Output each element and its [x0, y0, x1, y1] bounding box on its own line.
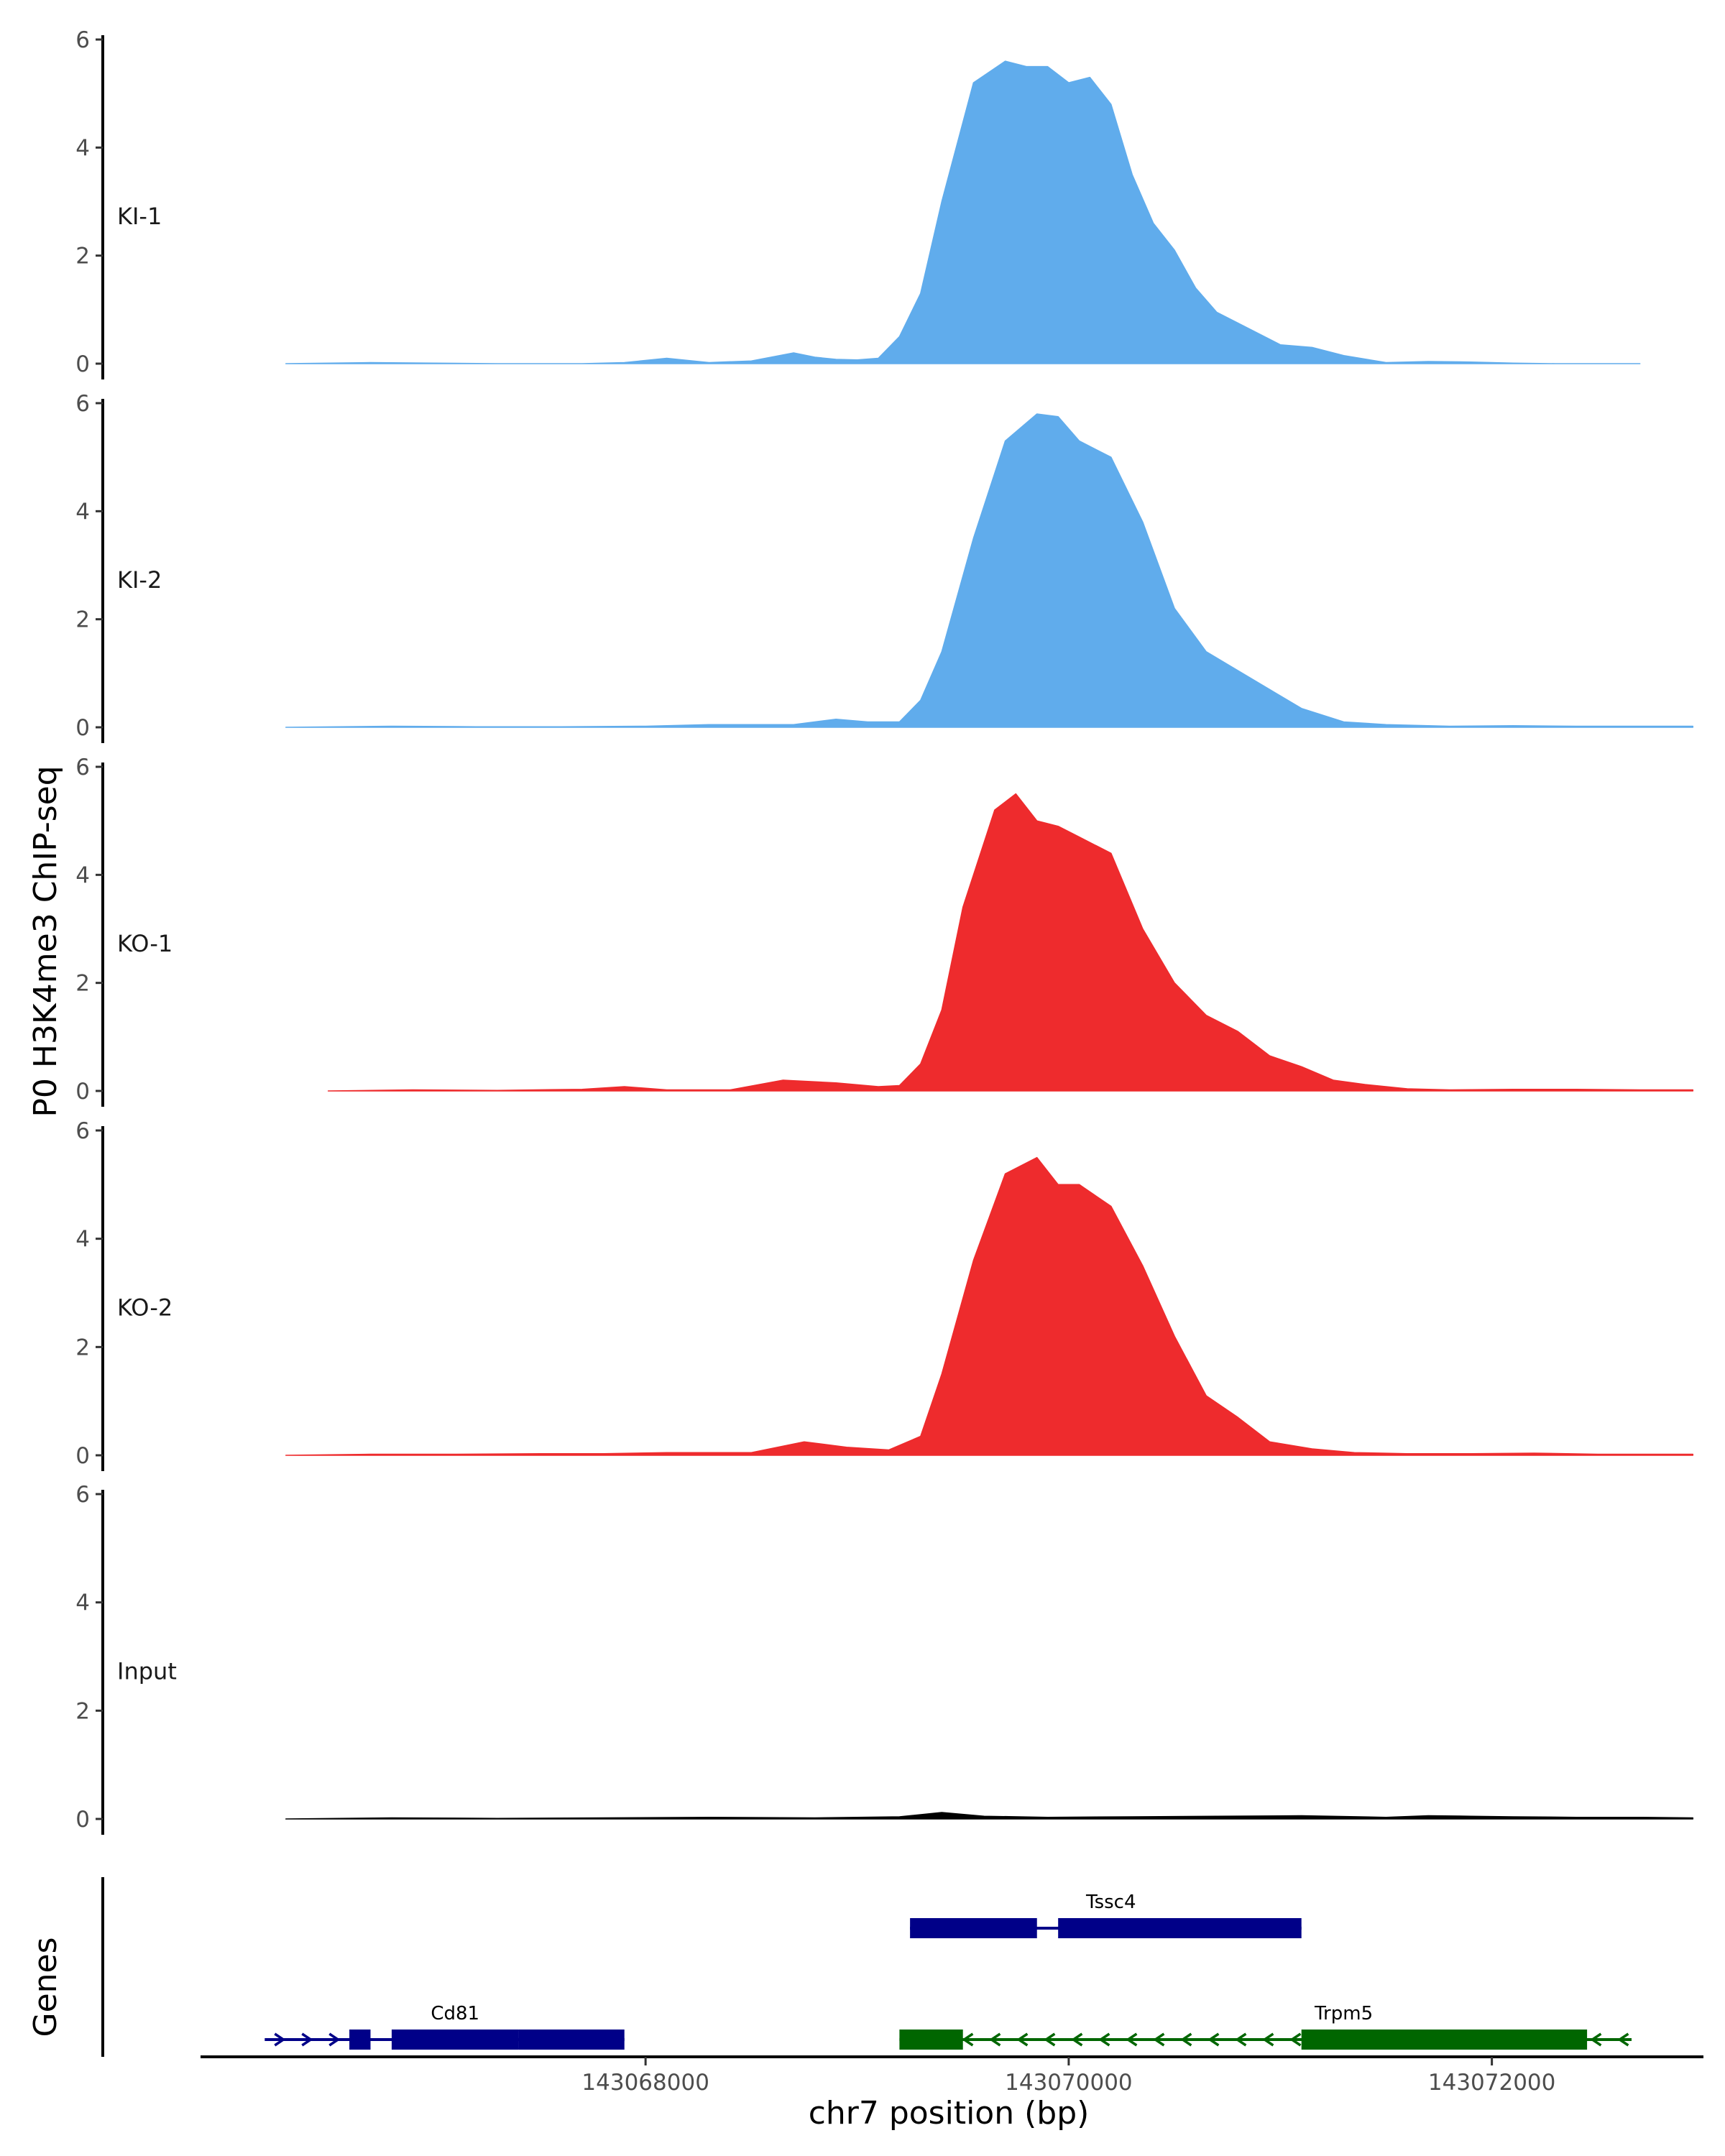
strand-arrow	[1289, 2032, 1302, 2047]
strand-arrow	[274, 2032, 286, 2047]
track-label: KI-1	[117, 203, 162, 230]
y-tick-label: 2	[75, 1698, 90, 1724]
gene-track-title: Genes	[27, 1937, 64, 2037]
strand-arrow	[1071, 2032, 1083, 2047]
track-label: KO-1	[117, 930, 172, 957]
strand-arrow	[1098, 2032, 1110, 2047]
track-label: Input	[117, 1658, 177, 1685]
gene-exon	[899, 2030, 963, 2050]
strand-arrow	[1126, 2032, 1138, 2047]
track-ki-1: 0 2 4 6 KI-1	[75, 27, 1641, 379]
y-tick-label: 2	[75, 1335, 90, 1360]
gene-exon	[349, 2030, 371, 2050]
x-tick-label: 143072000	[1428, 2070, 1556, 2096]
gene-trpm5: Trpm5	[899, 2003, 1632, 2050]
x-tick-label: 143070000	[1005, 2070, 1133, 2096]
strand-arrow	[1044, 2032, 1056, 2047]
y-tick-label: 4	[75, 135, 90, 161]
strand-arrow	[1153, 2032, 1165, 2047]
strand-arrow	[989, 2032, 1001, 2047]
coverage-area	[285, 60, 1641, 364]
strand-arrow	[301, 2032, 313, 2047]
strand-arrow	[1208, 2032, 1220, 2047]
y-tick-label: 0	[75, 1079, 90, 1105]
strand-arrow	[1617, 2032, 1629, 2047]
x-tick-label: 143068000	[581, 2070, 709, 2096]
x-axis-title: chr7 position (bp)	[809, 2095, 1090, 2132]
y-tick-label: 4	[75, 1227, 90, 1253]
y-tick-label: 0	[75, 715, 90, 741]
y-tick-label: 4	[75, 862, 90, 888]
y-tick-label: 0	[75, 1807, 90, 1833]
strand-arrow	[962, 2032, 974, 2047]
gene-label: Cd81	[431, 2003, 479, 2024]
coverage-area	[285, 1156, 1694, 1456]
y-tick-label: 6	[75, 1482, 90, 1508]
track-ki-2: 0 2 4 6 KI-2	[75, 391, 1694, 743]
gene-exon	[910, 1918, 1037, 1938]
gene-label: Trpm5	[1314, 2003, 1373, 2024]
y-tick-label: 4	[75, 1590, 90, 1616]
y-tick-label: 6	[75, 755, 90, 780]
strand-arrow	[328, 2032, 341, 2047]
strand-arrow	[1235, 2032, 1247, 2047]
y-tick-label: 0	[75, 1443, 90, 1469]
gene-exon	[1301, 2030, 1588, 2050]
strand-arrow	[1016, 2032, 1029, 2047]
strand-arrow	[1590, 2032, 1602, 2047]
gene-exon	[518, 2030, 625, 2050]
gene-tssc4: Tssc4	[910, 1892, 1302, 1938]
track-ko-2: 0 2 4 6 KO-2	[75, 1118, 1694, 1471]
y-tick-label: 2	[75, 971, 90, 997]
y-tick-label: 2	[75, 607, 90, 633]
strand-arrow	[1180, 2032, 1192, 2047]
y-tick-label: 6	[75, 391, 90, 417]
track-label: KO-2	[117, 1294, 172, 1322]
y-tick-label: 4	[75, 499, 90, 525]
y-axis-title: P0 H3K4me3 ChIP-seq	[27, 765, 64, 1117]
y-tick-label: 6	[75, 1118, 90, 1144]
y-tick-label: 6	[75, 27, 90, 53]
coverage-area	[327, 793, 1694, 1092]
coverage-area	[285, 1812, 1694, 1820]
coverage-area	[285, 413, 1694, 728]
gene-exon	[1058, 1918, 1302, 1938]
gene-label: Tssc4	[1085, 1892, 1136, 1913]
y-tick-label: 2	[75, 244, 90, 270]
strand-arrow	[1262, 2032, 1274, 2047]
coverage-tracks: 0 2 4 6 KI-1 0 2 4 6 KI-2 0 2 4 6 KO-1 0 2 4 6 KO-2 0 2 4 6 Inpu…	[75, 27, 1694, 1835]
gene-track: Tssc4 Cd81 Trpm5	[101, 1877, 1632, 2057]
track-input: 0 2 4 6 Input	[75, 1482, 1694, 1835]
track-ko-1: 0 2 4 6 KO-1	[75, 755, 1694, 1107]
y-tick-label: 0	[75, 351, 90, 377]
gene-exon	[391, 2030, 519, 2050]
x-axis: 143068000 143070000 143072000	[201, 2055, 1703, 2096]
gene-cd81: Cd81	[264, 2003, 625, 2050]
track-label: KI-2	[117, 566, 162, 594]
